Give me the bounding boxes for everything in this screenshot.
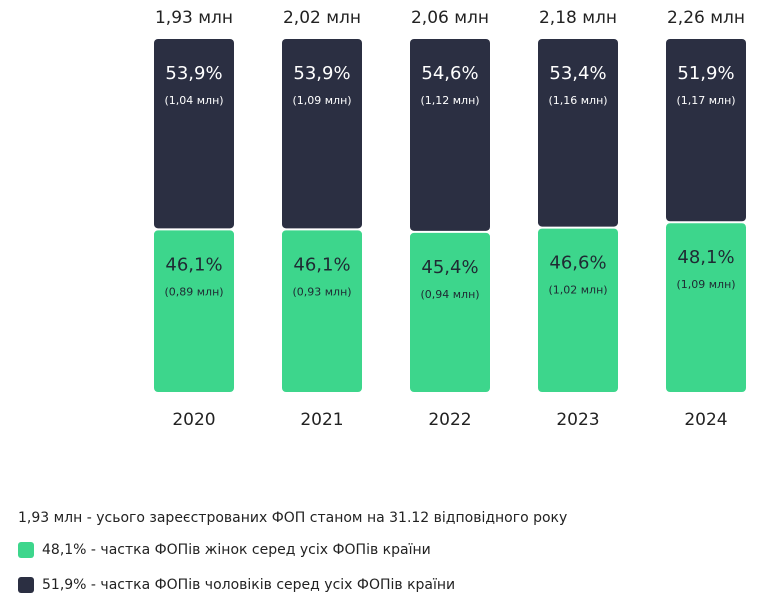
bar-segment <box>282 39 362 229</box>
note: 1,93 млн - усього зареєстрованих ФОП ста… <box>18 510 567 526</box>
value-label: 51,9% <box>677 63 734 84</box>
bar-segment <box>538 39 618 227</box>
value-label: 53,9% <box>165 63 222 84</box>
value-label: 53,4% <box>549 63 606 84</box>
value-label: 54,6% <box>421 63 478 84</box>
value-label: 45,4% <box>421 257 478 278</box>
value-label: 53,9% <box>293 63 350 84</box>
total-label: 2,06 млн <box>411 8 489 28</box>
bar-segment <box>538 228 618 392</box>
bar-segment <box>282 230 362 392</box>
bar-segment <box>154 39 234 229</box>
x-tick-label: 2023 <box>556 410 599 430</box>
value-label: 46,6% <box>549 253 606 274</box>
total-label: 2,18 млн <box>539 8 617 28</box>
bar-segment <box>666 223 746 392</box>
legend-swatch <box>18 542 34 558</box>
count-label: (1,12 млн) <box>420 94 479 107</box>
total-label: 1,93 млн <box>155 8 233 28</box>
bar-segment <box>666 39 746 222</box>
x-tick-label: 2021 <box>300 410 343 430</box>
x-tick-label: 2022 <box>428 410 471 430</box>
count-label: (0,89 млн) <box>164 285 223 298</box>
legend-label: 51,9% - частка ФОПів чоловіків серед усі… <box>42 577 455 593</box>
count-label: (1,09 млн) <box>676 278 735 291</box>
legend-swatch <box>18 577 34 593</box>
count-label: (0,93 млн) <box>292 285 351 298</box>
count-label: (1,17 млн) <box>676 94 735 107</box>
total-label: 2,26 млн <box>667 8 745 28</box>
count-label: (1,09 млн) <box>292 94 351 107</box>
count-label: (1,02 млн) <box>548 284 607 297</box>
bar-segment <box>410 39 490 231</box>
count-label: (1,16 млн) <box>548 94 607 107</box>
count-label: (0,94 млн) <box>420 288 479 301</box>
bar-segment <box>410 232 490 392</box>
x-tick-label: 2024 <box>684 410 727 430</box>
total-label: 2,02 млн <box>283 8 361 28</box>
bar-segment <box>154 230 234 392</box>
value-label: 46,1% <box>165 254 222 275</box>
value-label: 48,1% <box>677 247 734 268</box>
x-tick-label: 2020 <box>172 410 215 430</box>
value-label: 46,1% <box>293 254 350 275</box>
legend-label: 48,1% - частка ФОПів жінок серед усіх ФО… <box>42 542 431 558</box>
count-label: (1,04 млн) <box>164 94 223 107</box>
